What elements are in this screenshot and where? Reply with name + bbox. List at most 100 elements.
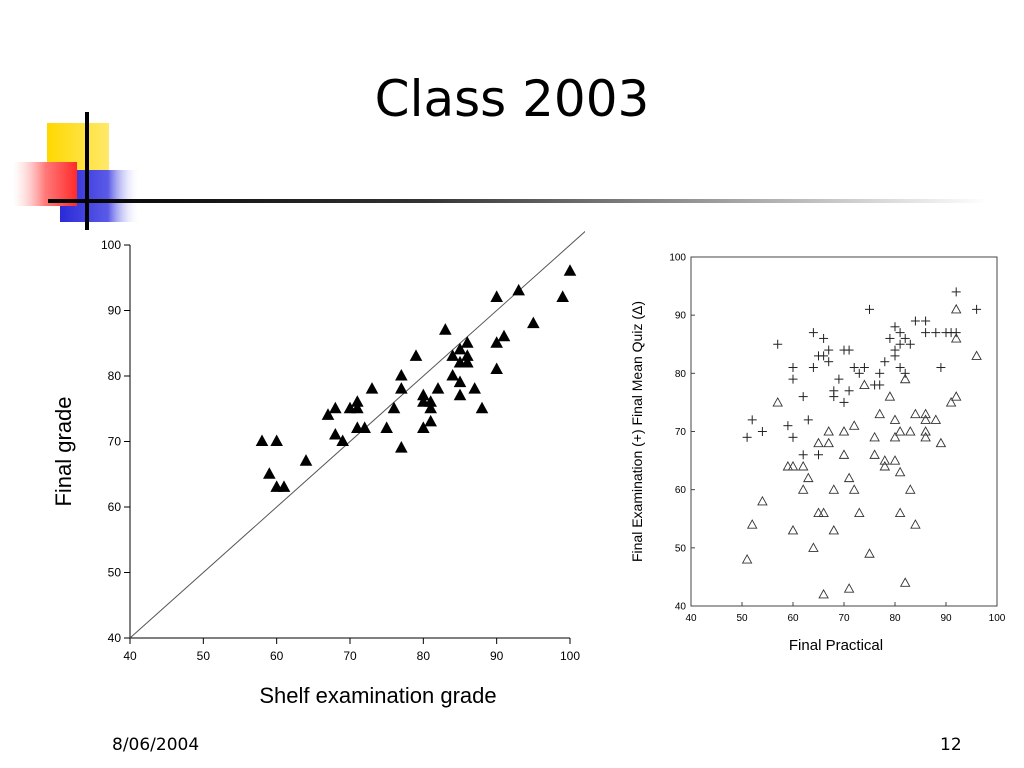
data-point: [351, 395, 364, 407]
y-tick-label: 50: [675, 543, 687, 554]
y-tick-label: 70: [108, 435, 122, 449]
triangle-point: [757, 495, 768, 506]
y-tick-label: 100: [669, 253, 686, 264]
triangle-point: [910, 408, 921, 419]
plus-point: [972, 304, 982, 314]
plus-point: [808, 328, 818, 338]
data-point: [563, 264, 577, 276]
triangle-point: [782, 460, 794, 471]
x-tick-label: 40: [685, 613, 697, 624]
x-tick-label: 100: [560, 649, 580, 663]
triangle-point: [772, 396, 783, 407]
y-tick-label: 70: [675, 427, 687, 438]
plus-point: [803, 415, 813, 425]
x-tick-label: 70: [838, 613, 850, 624]
data-point: [329, 401, 342, 414]
triangle-point: [838, 449, 850, 459]
triangle-point: [879, 460, 891, 471]
deco-vertical-rule: [85, 112, 89, 230]
triangle-point: [884, 391, 896, 401]
y-tick-label: 50: [108, 566, 122, 580]
data-point: [270, 434, 283, 447]
triangle-point: [971, 350, 982, 360]
data-point: [468, 382, 481, 394]
data-point: [395, 441, 408, 453]
data-point: [255, 434, 269, 447]
plus-point: [880, 357, 890, 367]
triangle-point: [874, 408, 885, 419]
deco-red-square: [13, 162, 77, 206]
triangle-point: [889, 431, 901, 442]
triangle-point: [950, 303, 962, 314]
y-tick-label: 40: [108, 631, 122, 645]
data-point: [461, 349, 474, 361]
data-point: [446, 369, 459, 381]
data-point: [453, 342, 467, 355]
data-point: [277, 480, 291, 492]
plus-point: [900, 368, 910, 378]
data-point: [446, 349, 459, 361]
plus-point: [824, 357, 834, 367]
plus-point: [854, 368, 864, 378]
triangle-point: [894, 466, 906, 477]
triangle-point: [823, 437, 834, 448]
x-tick-label: 90: [490, 649, 504, 663]
triangle-point: [838, 426, 850, 436]
plus-point: [936, 363, 946, 373]
data-point: [439, 323, 452, 335]
data-point: [358, 421, 371, 433]
triangle-point: [859, 379, 870, 390]
plus-point: [808, 363, 818, 373]
plus-point: [910, 316, 920, 326]
data-point: [461, 355, 474, 368]
triangle-point: [930, 414, 942, 424]
data-point: [263, 467, 276, 479]
data-point: [329, 427, 342, 440]
data-point: [527, 316, 540, 329]
plus-point: [895, 339, 905, 349]
triangle-point: [828, 524, 840, 535]
plus-point: [931, 328, 941, 338]
x-tick-label: 50: [736, 613, 748, 624]
x-axis-label: Shelf examination grade: [259, 683, 496, 708]
plus-point: [890, 351, 900, 361]
x-tick-label: 80: [889, 613, 901, 624]
x-tick-label: 50: [197, 649, 211, 663]
triangle-point: [889, 414, 901, 424]
plus-point: [951, 328, 961, 338]
y-tick-label: 90: [108, 304, 122, 318]
data-point: [512, 283, 525, 296]
plus-point: [747, 415, 757, 425]
x-tick-label: 40: [123, 649, 137, 663]
data-point: [321, 408, 335, 420]
triangle-point: [894, 426, 906, 436]
triangle-point: [910, 519, 921, 529]
page-number: 12: [940, 735, 962, 755]
triangle-point: [869, 431, 880, 442]
plot-frame: [690, 256, 998, 607]
triangle-point: [746, 519, 758, 529]
plus-point: [951, 287, 961, 297]
triangle-point: [905, 426, 916, 436]
y-tick-label: 80: [108, 369, 122, 383]
x-tick-label: 60: [270, 649, 284, 663]
plus-point: [859, 363, 869, 373]
title-decoration: [13, 112, 988, 230]
plus-point: [834, 374, 844, 384]
triangle-point: [823, 426, 834, 436]
data-point: [365, 382, 379, 394]
plus-point: [798, 450, 808, 460]
plus-point: [788, 374, 798, 384]
triangle-point: [848, 420, 860, 430]
x-tick-label: 60: [787, 613, 799, 624]
y-tick-label: 40: [675, 602, 687, 613]
triangle-point: [797, 484, 809, 494]
plus-point: [849, 363, 859, 373]
footer-date: 8/06/2004: [112, 735, 200, 755]
triangle-point: [879, 455, 891, 465]
triangle-point: [808, 542, 819, 552]
data-point: [424, 414, 437, 427]
plus-point: [921, 316, 931, 326]
data-point: [475, 401, 489, 414]
triangle-point: [797, 460, 809, 471]
